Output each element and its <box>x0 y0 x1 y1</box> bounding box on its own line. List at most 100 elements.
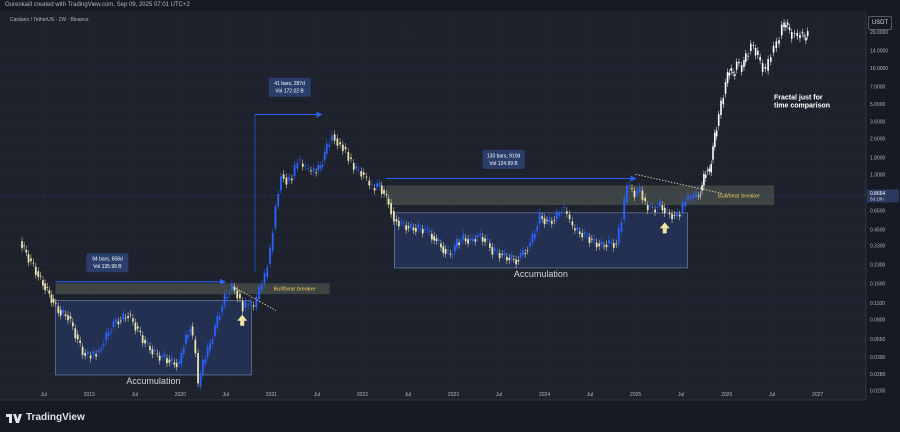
tradingview-logo[interactable]: TradingView <box>6 412 85 423</box>
candle-body <box>280 176 282 191</box>
measure-label-text: Vol 124.99 B <box>489 161 518 167</box>
candle-body <box>608 240 610 244</box>
candle-body <box>100 348 103 351</box>
candle-body <box>453 245 456 252</box>
fractal-body <box>764 67 767 69</box>
candle-body <box>526 250 529 252</box>
accumulation-box[interactable] <box>393 212 688 269</box>
candle-body <box>59 309 62 316</box>
y-tick-label: 1.3000 <box>870 172 886 178</box>
currency-selector[interactable]: USDT <box>868 16 892 30</box>
x-tick-label: 2022 <box>357 392 368 398</box>
candle-body <box>110 331 112 333</box>
fractal-body <box>717 114 720 126</box>
candle-body <box>252 305 255 307</box>
fractal-body <box>730 68 733 71</box>
candle-body <box>71 322 74 327</box>
candle-body <box>166 358 168 364</box>
candle-body <box>419 228 422 230</box>
candle-body <box>392 211 395 222</box>
trend-line[interactable] <box>232 286 277 311</box>
candle-body <box>428 231 431 232</box>
candle-body <box>481 237 484 242</box>
candle-body <box>115 319 117 323</box>
y-axis[interactable]: 20.0000 14.0000 10.0000 7.0000 5.0000 3.6000 2… <box>865 0 900 432</box>
current-price-tag[interactable] <box>867 189 899 203</box>
price-series <box>21 130 700 391</box>
accumulation-label: Accumulation <box>126 376 180 386</box>
candle-body <box>387 198 390 205</box>
candle-body <box>397 220 400 227</box>
fractal-body <box>801 32 804 34</box>
candle-body <box>362 172 365 175</box>
candle-body <box>333 134 336 141</box>
candle-body <box>209 342 211 351</box>
fractal-body <box>761 63 764 72</box>
fractal-body <box>744 53 747 62</box>
candle-body <box>296 162 299 169</box>
symbol-title[interactable]: Cardano / TetherUS · 1W · Binance <box>10 17 89 23</box>
candle-body <box>156 353 159 355</box>
candle-body <box>211 339 214 344</box>
candle-body <box>555 211 558 220</box>
candle-body <box>612 243 615 248</box>
fractal-body <box>799 34 801 39</box>
x-tick-label: Jul <box>769 392 775 398</box>
y-tick-label: 0.6500 <box>870 208 886 214</box>
candle-body <box>506 256 508 261</box>
candle-body <box>605 244 608 248</box>
candle-body <box>307 167 310 169</box>
candle-body <box>102 343 105 346</box>
candle-body <box>684 201 687 207</box>
y-tick-label: 10.0000 <box>870 66 888 72</box>
candle-body <box>336 138 339 146</box>
candle-body <box>331 135 333 141</box>
measure-label-box[interactable] <box>86 253 129 273</box>
candle-body <box>244 301 247 308</box>
candle-body <box>484 238 486 243</box>
breaker-zone[interactable] <box>386 185 775 206</box>
candle-body <box>689 197 692 199</box>
fractal-body <box>783 22 785 28</box>
fractal-body <box>735 61 738 70</box>
candle-body <box>433 236 436 241</box>
candle-body <box>310 170 312 172</box>
y-tick-label: 0.1600 <box>870 281 886 287</box>
candle-body <box>50 294 53 303</box>
candle-body <box>312 168 315 172</box>
candle-body <box>341 144 344 152</box>
fractal-body <box>752 45 755 46</box>
candle-body <box>586 234 588 236</box>
candle-body <box>376 183 378 188</box>
breaker-zone[interactable] <box>55 283 330 295</box>
candle-body <box>541 216 544 219</box>
candle-body <box>269 247 271 264</box>
candle-body <box>498 253 501 259</box>
candle-body <box>508 258 511 261</box>
measure-label-box[interactable] <box>482 149 525 169</box>
candle-body <box>400 222 403 224</box>
candle-body <box>678 214 681 217</box>
y-tick-label: 7.0000 <box>870 85 886 91</box>
candle-body <box>146 341 149 344</box>
candle-body <box>476 235 479 238</box>
candle-body <box>112 321 115 328</box>
accumulation-box[interactable] <box>55 300 252 376</box>
fractal-body <box>720 100 722 116</box>
fractal-body <box>726 72 729 84</box>
candle-body <box>27 254 30 263</box>
candle-body <box>69 316 72 319</box>
candle-body <box>390 202 393 215</box>
candle-body <box>144 339 146 344</box>
candle-body <box>646 205 649 211</box>
x-axis[interactable]: Jul 2019 Jul 2020 Jul 2021 Jul 2022 Jul 2023 Jul 20… <box>0 392 866 401</box>
measure-label-box[interactable] <box>268 77 311 97</box>
up-arrow-icon <box>237 314 248 326</box>
candle-body <box>199 374 202 387</box>
candle-body <box>239 294 241 299</box>
candle-body <box>355 166 358 169</box>
candle-body <box>21 241 23 249</box>
candle-body <box>402 223 405 225</box>
candle-body <box>180 352 183 364</box>
